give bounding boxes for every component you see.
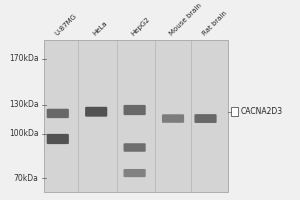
FancyBboxPatch shape — [194, 114, 217, 123]
Text: 100kDa: 100kDa — [9, 129, 39, 138]
FancyBboxPatch shape — [85, 107, 107, 117]
Text: 70kDa: 70kDa — [14, 174, 39, 183]
FancyBboxPatch shape — [124, 105, 146, 115]
Text: CACNA2D3: CACNA2D3 — [241, 107, 283, 116]
Text: U-87MG: U-87MG — [53, 13, 78, 37]
Text: 170kDa: 170kDa — [9, 54, 39, 63]
FancyBboxPatch shape — [47, 134, 69, 144]
FancyBboxPatch shape — [124, 169, 146, 177]
Text: HeLa: HeLa — [92, 20, 109, 37]
Text: HepG2: HepG2 — [130, 16, 151, 37]
Text: Mouse brain: Mouse brain — [169, 2, 203, 37]
FancyBboxPatch shape — [47, 109, 69, 118]
Text: Rat brain: Rat brain — [201, 10, 228, 37]
FancyBboxPatch shape — [162, 114, 184, 123]
FancyBboxPatch shape — [231, 107, 238, 116]
FancyBboxPatch shape — [124, 143, 146, 152]
Text: 130kDa: 130kDa — [9, 100, 39, 109]
FancyBboxPatch shape — [44, 40, 228, 192]
